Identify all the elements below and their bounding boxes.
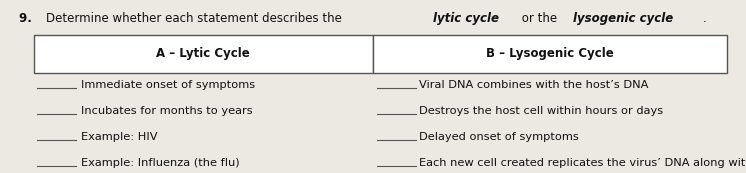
Text: .: . (703, 12, 706, 25)
Text: lytic cycle: lytic cycle (433, 12, 498, 25)
Text: Incubates for months to years: Incubates for months to years (81, 106, 252, 116)
Text: Example: Influenza (the flu): Example: Influenza (the flu) (81, 158, 239, 168)
Bar (373, 35, 727, 73)
Text: A – Lytic Cycle: A – Lytic Cycle (157, 47, 250, 60)
Text: Viral DNA combines with the host’s DNA: Viral DNA combines with the host’s DNA (419, 80, 648, 90)
Text: Immediate onset of symptoms: Immediate onset of symptoms (81, 80, 254, 90)
Text: 9.: 9. (19, 12, 40, 25)
Text: Example: HIV: Example: HIV (81, 132, 157, 142)
Text: or the: or the (518, 12, 560, 25)
Text: B – Lysogenic Cycle: B – Lysogenic Cycle (486, 47, 614, 60)
Text: Destroys the host cell within hours or days: Destroys the host cell within hours or d… (419, 106, 663, 116)
Text: Determine whether each statement describes the: Determine whether each statement describ… (46, 12, 345, 25)
Bar (34, 35, 373, 73)
Text: lysogenic cycle: lysogenic cycle (573, 12, 673, 25)
Text: Delayed onset of symptoms: Delayed onset of symptoms (419, 132, 579, 142)
Text: Each new cell created replicates the virus’ DNA along with its own: Each new cell created replicates the vir… (419, 158, 746, 168)
